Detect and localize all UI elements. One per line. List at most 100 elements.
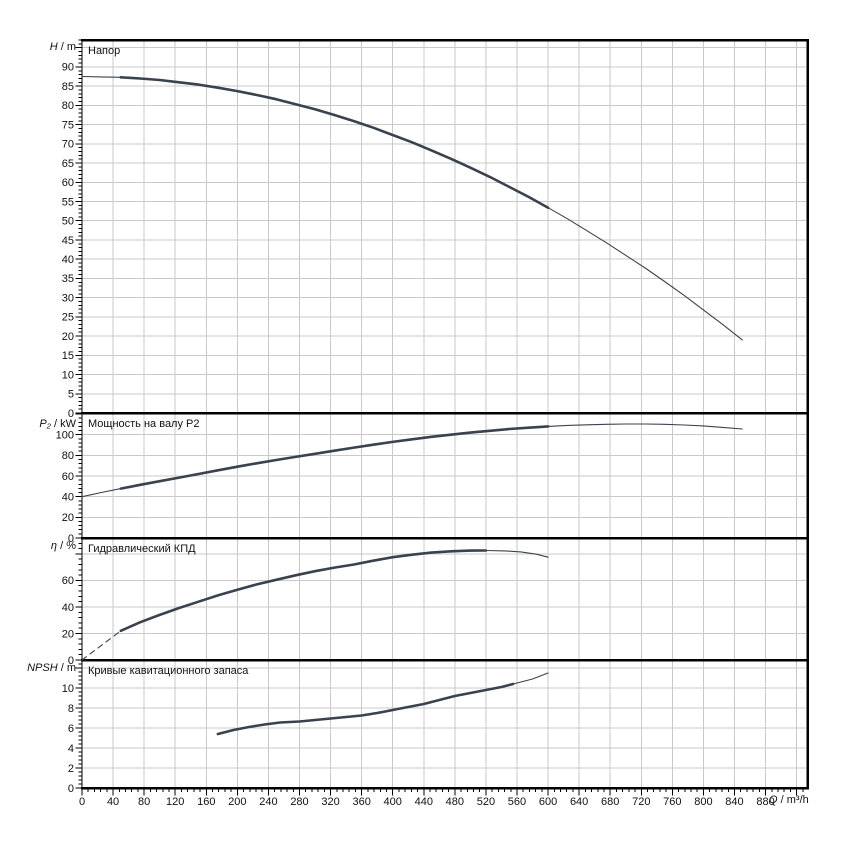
eta-y-ticks xyxy=(75,537,82,661)
x-tick-label: 160 xyxy=(197,796,215,808)
npsh-curve-segment-thin xyxy=(512,672,549,685)
head-axis-unit: / m xyxy=(60,41,76,53)
head-y-tick-label: 40 xyxy=(62,254,74,266)
head-y-tick-label: 0 xyxy=(68,408,74,420)
npsh-y-tick-label: 6 xyxy=(68,723,74,735)
p2-curve-segment-thin xyxy=(547,423,743,430)
npsh-y-tick-label: 2 xyxy=(68,763,74,775)
x-tick-label: 640 xyxy=(570,796,588,808)
eta-curve xyxy=(81,549,549,661)
head-y-tick-label: 70 xyxy=(62,139,74,151)
x-axis-variable: Q xyxy=(769,794,778,806)
npsh-axis-label: NPSH / m xyxy=(27,663,76,674)
head-y-tick-label: 10 xyxy=(62,369,74,381)
head-y-tick-label: 85 xyxy=(62,81,74,93)
head-curve-segment-thin xyxy=(547,207,743,341)
eta-axis-unit: / % xyxy=(60,540,76,552)
x-tick-label: 360 xyxy=(352,796,370,808)
head-y-tick-label: 15 xyxy=(62,350,74,362)
head-y-tick-label: 5 xyxy=(68,389,74,401)
head-y-tick-label: 45 xyxy=(62,235,74,247)
head-y-tick-label: 35 xyxy=(62,273,74,285)
p2-y-tick-label: 40 xyxy=(62,491,74,503)
eta-y-tick-label: 60 xyxy=(62,575,74,587)
npsh-axis-unit: / m xyxy=(60,662,76,674)
panel-borders xyxy=(81,38,809,790)
head-y-tick-label: 60 xyxy=(62,177,74,189)
x-tick-label: 400 xyxy=(384,796,402,808)
npsh-y-tick-labels: 0 2 4 6 8 10 xyxy=(62,683,74,795)
npsh-y-ticks xyxy=(75,659,82,789)
eta-y-tick-label: 40 xyxy=(62,602,74,614)
x-tick-label: 560 xyxy=(508,796,526,808)
p2-axis-unit: / kW xyxy=(54,418,76,430)
x-axis-unit: / m³/h xyxy=(780,794,809,806)
x-tick-label: 440 xyxy=(415,796,433,808)
head-y-tick-label: 50 xyxy=(62,216,74,228)
eta-axis-variable: η xyxy=(50,540,58,552)
p2-curve-segment-thin xyxy=(81,488,122,498)
x-tick-label: 0 xyxy=(79,796,85,808)
p2-y-ticks xyxy=(75,413,82,539)
head-y-tick-label: 90 xyxy=(62,62,74,74)
eta-curve-segment-thick xyxy=(119,549,488,633)
p2-y-tick-labels: 0 20 40 60 80 100 xyxy=(56,429,74,544)
head-y-tick-label: 20 xyxy=(62,331,74,343)
eta-curve-segment-thin xyxy=(485,549,549,558)
eta-curve-segment-dashed xyxy=(81,630,122,661)
npsh-y-tick-label: 0 xyxy=(68,783,74,795)
x-tick-label: 520 xyxy=(477,796,495,808)
p2-axis-variable: P₂ xyxy=(39,418,51,430)
p2-curve-segment-thick xyxy=(119,425,550,490)
head-curve-segment-thick xyxy=(119,76,550,209)
x-tick-label: 800 xyxy=(694,796,712,808)
x-tick-label: 40 xyxy=(107,796,119,808)
npsh-y-tick-label: 8 xyxy=(68,703,74,715)
head-y-tick-labels: 0 5 10 15 20 25 30 35 40 45 50 55 60 65 70 75 80 85 90 xyxy=(62,62,74,420)
head-axis-variable: H xyxy=(49,41,58,53)
head-y-tick-label: 80 xyxy=(62,100,74,112)
x-tick-label: 720 xyxy=(632,796,650,808)
x-tick-label: 320 xyxy=(321,796,339,808)
head-y-tick-label: 25 xyxy=(62,312,74,324)
p2-axis-label: P₂ / kW xyxy=(39,419,76,430)
x-tick-label: 200 xyxy=(228,796,246,808)
x-tick-label: 480 xyxy=(446,796,464,808)
x-tick-label: 760 xyxy=(663,796,681,808)
head-panel-title: Напор xyxy=(88,45,121,57)
x-tick-label: 120 xyxy=(166,796,184,808)
npsh-axis-variable: NPSH xyxy=(27,662,58,674)
x-tick-label: 840 xyxy=(725,796,743,808)
npsh-y-tick-label: 4 xyxy=(68,743,74,755)
head-y-tick-label: 30 xyxy=(62,292,74,304)
npsh-curve-segment-thick xyxy=(216,682,515,736)
npsh-panel-title: Кривые кавитационного запаса xyxy=(88,665,249,677)
x-tick-label: 680 xyxy=(601,796,619,808)
eta-gridlines xyxy=(82,553,807,634)
npsh-y-tick-label: 10 xyxy=(62,683,74,695)
head-y-tick-label: 55 xyxy=(62,196,74,208)
x-tick-label: 80 xyxy=(138,796,150,808)
p2-curve xyxy=(81,423,743,498)
eta-y-tick-label: 0 xyxy=(68,655,74,667)
x-tick-label: 600 xyxy=(539,796,557,808)
head-y-ticks xyxy=(75,39,82,414)
x-axis-label: Q / m³/h xyxy=(769,795,809,806)
head-y-tick-label: 75 xyxy=(62,119,74,131)
head-gridlines xyxy=(82,47,807,395)
npsh-gridlines xyxy=(82,667,807,769)
p2-y-tick-label: 20 xyxy=(62,512,74,524)
eta-panel-title: Гидравлический КПД xyxy=(88,543,196,555)
p2-y-tick-label: 80 xyxy=(62,450,74,462)
eta-y-tick-label: 20 xyxy=(62,628,74,640)
head-curve xyxy=(81,75,743,341)
x-tick-label: 280 xyxy=(290,796,308,808)
x-axis-tick-labels: 0 40 80 120 160 200 240 280 320 360 400 440 480 520 56… xyxy=(79,796,775,808)
p2-panel-title: Мощность на валу P2 xyxy=(88,418,200,430)
x-tick-label: 880 xyxy=(756,796,774,808)
p2-y-tick-label: 100 xyxy=(56,429,74,441)
eta-axis-label: η / % xyxy=(51,541,76,552)
x-tick-label: 240 xyxy=(259,796,277,808)
